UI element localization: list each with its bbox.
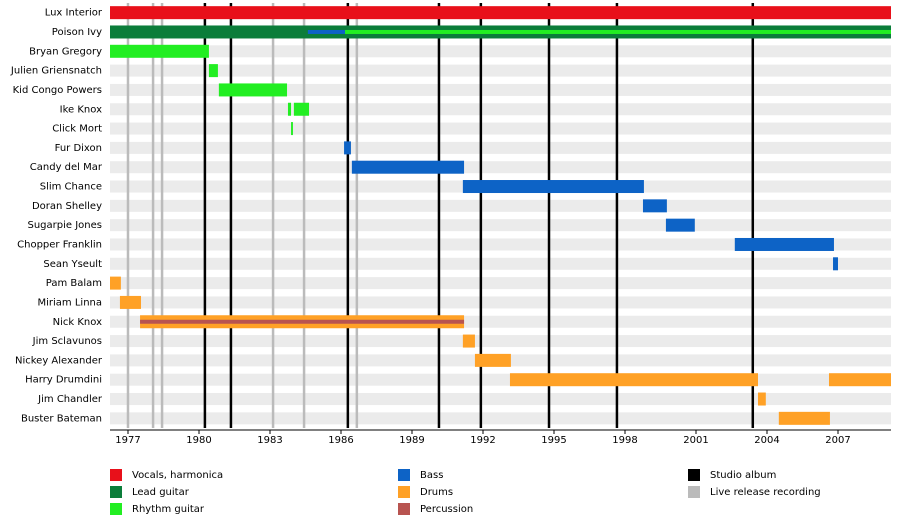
role-stripe <box>140 319 465 324</box>
row-band <box>110 277 891 290</box>
member-name: Kid Congo Powers <box>13 85 102 96</box>
row-band <box>110 412 891 425</box>
x-tick-label: 1983 <box>257 435 282 446</box>
legend-label: Bass <box>420 470 443 481</box>
member-name: Jim Chandler <box>37 394 103 405</box>
row-band <box>110 103 891 116</box>
legend-swatch <box>110 469 122 481</box>
row-band <box>110 335 891 348</box>
row-band <box>110 141 891 154</box>
member-name: Candy del Mar <box>30 162 103 173</box>
legend-swatch <box>110 486 122 498</box>
member-name: Nick Knox <box>53 317 102 328</box>
role-bar <box>778 411 830 425</box>
row-band <box>110 64 891 77</box>
x-tick-label: 2007 <box>825 435 850 446</box>
role-bar <box>110 276 121 290</box>
role-bar <box>474 353 511 367</box>
x-tick-label: 2004 <box>754 435 779 446</box>
member-name: Lux Interior <box>45 8 103 19</box>
x-tick-label: 1977 <box>115 435 140 446</box>
role-bar <box>110 6 891 20</box>
role-bar <box>291 122 293 136</box>
legend-swatch <box>110 503 122 515</box>
member-name: Pam Balam <box>46 278 102 289</box>
member-name: Ike Knox <box>60 104 102 115</box>
x-tick-label: 1992 <box>470 435 495 446</box>
member-name: Click Mort <box>52 124 102 135</box>
role-bar <box>110 44 209 58</box>
legend-label: Lead guitar <box>132 487 190 498</box>
member-name: Harry Drumdini <box>25 375 102 386</box>
x-tick-label: 2001 <box>683 435 708 446</box>
legend-label: Drums <box>420 487 453 498</box>
member-name: Sugarpie Jones <box>28 220 103 231</box>
row-band <box>110 257 891 270</box>
legend-label: Vocals, harmonica <box>132 470 223 481</box>
member-name: Sean Yseult <box>43 259 102 270</box>
x-tick-label: 1989 <box>399 435 424 446</box>
legend-swatch <box>398 503 410 515</box>
member-name: Jim Sclavunos <box>32 336 102 347</box>
row-band <box>110 199 891 212</box>
x-tick-label: 1986 <box>328 435 353 446</box>
row-band <box>110 219 891 232</box>
member-name: Slim Chance <box>40 182 102 193</box>
role-stripe <box>307 29 346 34</box>
legend-swatch <box>398 469 410 481</box>
legend-label: Rhythm guitar <box>132 504 205 515</box>
legend-label: Percussion <box>420 504 473 515</box>
member-name: Nickey Alexander <box>15 355 103 366</box>
role-bar <box>828 373 891 387</box>
row-band <box>110 161 891 174</box>
legend-swatch <box>398 486 410 498</box>
legend-label: Studio album <box>710 470 776 481</box>
role-bar <box>287 102 292 116</box>
role-bar <box>344 141 351 155</box>
role-bar <box>642 199 667 213</box>
role-bar <box>665 218 695 232</box>
row-band <box>110 373 891 386</box>
member-name: Fur Dixon <box>55 143 102 154</box>
row-band <box>110 45 891 58</box>
x-tick-label: 1998 <box>612 435 637 446</box>
role-bar <box>833 257 838 271</box>
role-bar <box>462 180 644 194</box>
role-bar <box>218 83 288 97</box>
member-name: Poison Ivy <box>52 27 102 38</box>
role-bar <box>734 237 834 251</box>
legend-swatch <box>688 469 700 481</box>
role-bar <box>757 392 766 406</box>
member-name: Bryan Gregory <box>29 46 102 57</box>
role-bar <box>293 102 310 116</box>
role-stripe <box>345 29 891 34</box>
member-name: Miriam Linna <box>38 297 103 308</box>
member-name: Chopper Franklin <box>17 239 102 250</box>
row-band <box>110 393 891 406</box>
member-name: Doran Shelley <box>32 201 102 212</box>
role-bar <box>351 160 465 174</box>
member-name: Julien Griensnatch <box>10 66 102 77</box>
x-tick-label: 1980 <box>186 435 211 446</box>
role-bar <box>119 295 142 309</box>
x-tick-label: 1995 <box>541 435 566 446</box>
row-band <box>110 122 891 135</box>
row-band <box>110 296 891 309</box>
role-bar <box>208 64 218 78</box>
legend-label: Live release recording <box>710 487 821 498</box>
role-bar <box>509 373 758 387</box>
member-name: Buster Bateman <box>21 413 102 424</box>
legend-swatch <box>688 486 700 498</box>
role-bar <box>462 334 475 348</box>
